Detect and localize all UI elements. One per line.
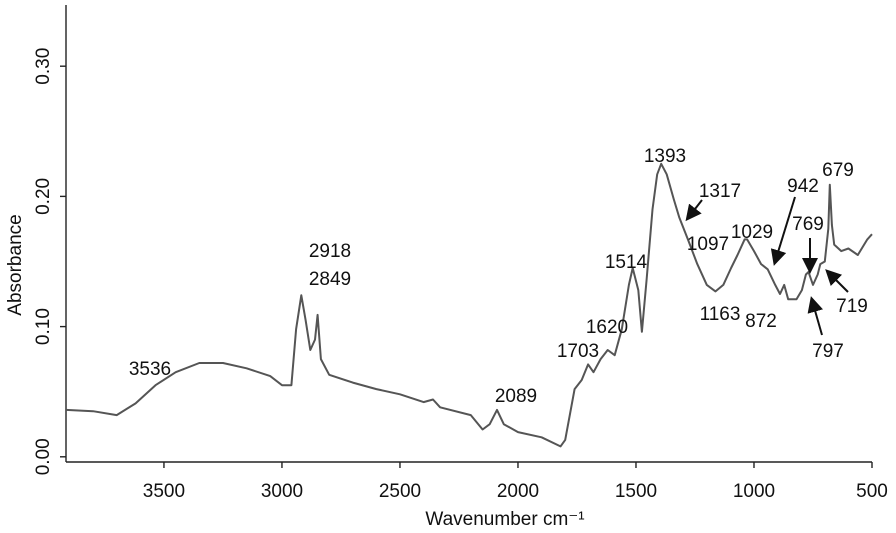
peak-label: 1393 [644, 146, 686, 167]
x-tick-label: 1000 [733, 481, 775, 502]
peak-label: 2918 [309, 241, 351, 262]
x-tick-label: 3000 [261, 481, 303, 502]
peak-label: 2849 [309, 269, 351, 290]
peak-label: 1514 [605, 252, 648, 273]
peak-arrow [807, 296, 823, 336]
peak-label: 1097 [687, 234, 729, 255]
peak-label: 3536 [129, 359, 171, 380]
y-axis-label: Absorbance [5, 214, 26, 315]
y-tick-label: 0.10 [33, 308, 54, 345]
peak-label: 769 [792, 214, 824, 235]
x-tick-label: 1500 [615, 481, 657, 502]
y-tick-label: 0.00 [33, 438, 54, 475]
peak-arrow [770, 196, 796, 266]
x-axis-label: Wavenumber cm⁻¹ [425, 509, 584, 530]
peak-label: 2089 [495, 386, 537, 407]
peak-label: 1620 [586, 317, 628, 338]
x-tick-label: 2000 [497, 481, 539, 502]
peak-label: 679 [822, 160, 854, 181]
peak-label: 942 [787, 176, 819, 197]
y-tick-label: 0.20 [33, 178, 54, 215]
x-tick-label: 3500 [143, 481, 185, 502]
y-tick-label: 0.30 [33, 48, 54, 85]
peak-label: 1029 [731, 222, 773, 243]
peak-label: 797 [812, 341, 844, 362]
x-tick-label: 500 [856, 481, 888, 502]
peak-label: 1703 [557, 341, 599, 362]
peak-label: 719 [836, 296, 868, 317]
peak-arrow [825, 269, 849, 293]
spectrum-line [65, 162, 873, 448]
peak-arrow [685, 199, 703, 222]
peak-label: 1163 [700, 304, 741, 325]
peak-label: 872 [745, 311, 777, 332]
x-tick-label: 2500 [379, 481, 421, 502]
peak-label: 1317 [699, 181, 741, 202]
